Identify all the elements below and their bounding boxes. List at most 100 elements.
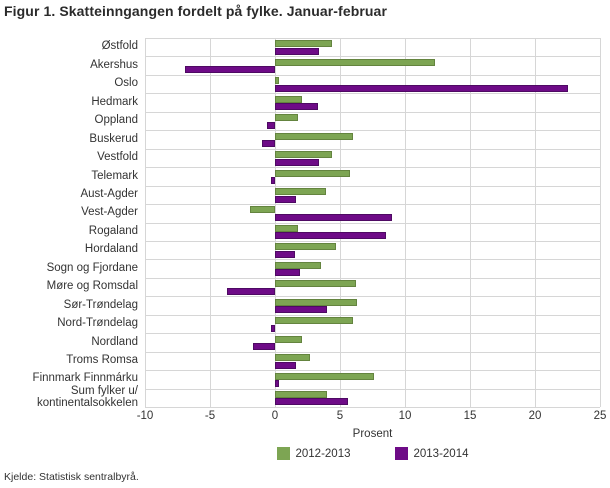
bar-2012-2013	[275, 58, 435, 66]
bar-2013-2014	[275, 306, 327, 314]
category-label: Østfold	[101, 40, 138, 53]
bar-2013-2014	[275, 84, 568, 92]
bar-2012-2013	[275, 298, 357, 306]
category-label: Telemark	[91, 169, 138, 182]
gridline-vertical	[535, 38, 536, 407]
gridline-vertical	[470, 38, 471, 407]
bar-2013-2014	[271, 177, 275, 185]
category-label: Vestfold	[97, 151, 138, 164]
gridline-horizontal	[145, 407, 600, 408]
category-label: Sør-Trøndelag	[63, 298, 138, 311]
chart-title: Figur 1. Skatteinngangen fordelt på fylk…	[4, 3, 387, 19]
bar-2013-2014	[267, 121, 275, 129]
gridline-horizontal	[145, 389, 600, 390]
x-axis-ticks: -10 -5 0 5 10 15 20 25	[0, 410, 610, 424]
bar-2013-2014	[275, 195, 296, 203]
category-label: Nord-Trøndelag	[57, 317, 138, 330]
gridline-horizontal	[145, 56, 600, 57]
gridline-horizontal	[145, 315, 600, 316]
gridline-vertical	[340, 38, 341, 407]
legend-label-2013-2014: 2013-2014	[413, 447, 469, 460]
x-tick-label: 15	[463, 410, 477, 422]
category-label: Nordland	[91, 335, 138, 348]
gridline-horizontal	[145, 333, 600, 334]
y-axis-labels: Østfold Akershus Oslo Hedmark Oppland Buskeru…	[0, 38, 138, 409]
legend-swatch-2013-2014	[394, 447, 408, 460]
gridline-horizontal	[145, 38, 600, 39]
category-label: Rogaland	[88, 224, 138, 237]
category-label: Møre og Romsdal	[46, 280, 138, 293]
x-tick-label: 25	[593, 410, 607, 422]
bar-2012-2013	[275, 40, 333, 48]
bar-2012-2013	[275, 335, 303, 343]
gridline-horizontal	[145, 75, 600, 76]
x-axis-title: Prosent	[352, 428, 393, 440]
bar-2012-2013	[275, 317, 353, 325]
gridline-horizontal	[145, 130, 600, 131]
category-label: Vest-Agder	[81, 206, 138, 219]
x-tick-label: 20	[528, 410, 542, 422]
source-note: Kjelde: Statistisk sentralbyrå.	[4, 471, 139, 483]
legend: 2012-2013 2013-2014	[145, 447, 600, 460]
bar-2013-2014	[226, 287, 275, 295]
gridline-vertical	[210, 38, 211, 407]
legend-item-2013-2014: 2013-2014	[394, 447, 469, 460]
bar-2012-2013	[275, 224, 299, 232]
bar-2013-2014	[275, 232, 386, 240]
gridline-horizontal	[145, 241, 600, 242]
bar-2013-2014	[275, 103, 318, 111]
plot-area	[145, 38, 601, 408]
x-tick-label: -5	[204, 410, 216, 422]
gridline-horizontal	[145, 186, 600, 187]
bar-2012-2013	[275, 95, 303, 103]
bar-2012-2013	[275, 280, 356, 288]
gridline-horizontal	[145, 149, 600, 150]
gridline-vertical	[600, 38, 601, 407]
bar-2013-2014	[271, 324, 275, 332]
bar-2012-2013	[275, 77, 279, 85]
legend-item-2012-2013: 2012-2013	[276, 447, 351, 460]
bar-2012-2013	[275, 188, 326, 195]
gridline-horizontal	[145, 112, 600, 113]
bar-2013-2014	[275, 361, 296, 369]
x-tick-label: -10	[136, 410, 154, 422]
bar-2012-2013	[275, 243, 337, 251]
gridline-vertical	[145, 38, 146, 407]
category-label: Akershus	[90, 58, 138, 71]
category-label: Sum fylker u/ kontinentalsokkelen	[36, 385, 138, 409]
bar-2012-2013	[275, 114, 299, 122]
bar-2013-2014	[252, 343, 275, 351]
category-label: Finnmark Finnmárku	[32, 372, 138, 385]
legend-label-2012-2013: 2012-2013	[295, 447, 351, 460]
bar-2013-2014	[275, 47, 320, 55]
gridline-horizontal	[145, 204, 600, 205]
bar-2012-2013	[275, 169, 351, 177]
bar-2012-2013	[250, 206, 275, 214]
bar-2012-2013	[275, 132, 353, 140]
category-label: Troms Romsa	[66, 354, 138, 366]
gridline-horizontal	[145, 223, 600, 224]
bar-2013-2014	[275, 213, 392, 221]
category-label: Aust-Agder	[80, 187, 138, 200]
category-label: Sogn og Fjordane	[46, 261, 138, 274]
category-label: Hedmark	[91, 95, 138, 108]
x-tick-label: 10	[398, 410, 412, 422]
bar-2012-2013	[275, 261, 321, 269]
bar-2013-2014	[275, 398, 348, 406]
bar-2012-2013	[275, 390, 327, 398]
gridline-horizontal	[145, 167, 600, 168]
bar-2013-2014	[185, 66, 275, 74]
bar-2013-2014	[275, 269, 300, 277]
gridline-horizontal	[145, 352, 600, 353]
bar-2013-2014	[275, 158, 320, 166]
gridline-horizontal	[145, 93, 600, 94]
gridline-vertical	[405, 38, 406, 407]
x-tick-label: 5	[336, 410, 344, 422]
gridline-vertical	[275, 38, 276, 407]
bar-2013-2014	[275, 250, 295, 258]
bar-2013-2014	[262, 140, 275, 148]
category-label: Oslo	[114, 77, 138, 90]
category-label: Oppland	[94, 114, 138, 127]
category-label: Hordaland	[84, 243, 138, 256]
